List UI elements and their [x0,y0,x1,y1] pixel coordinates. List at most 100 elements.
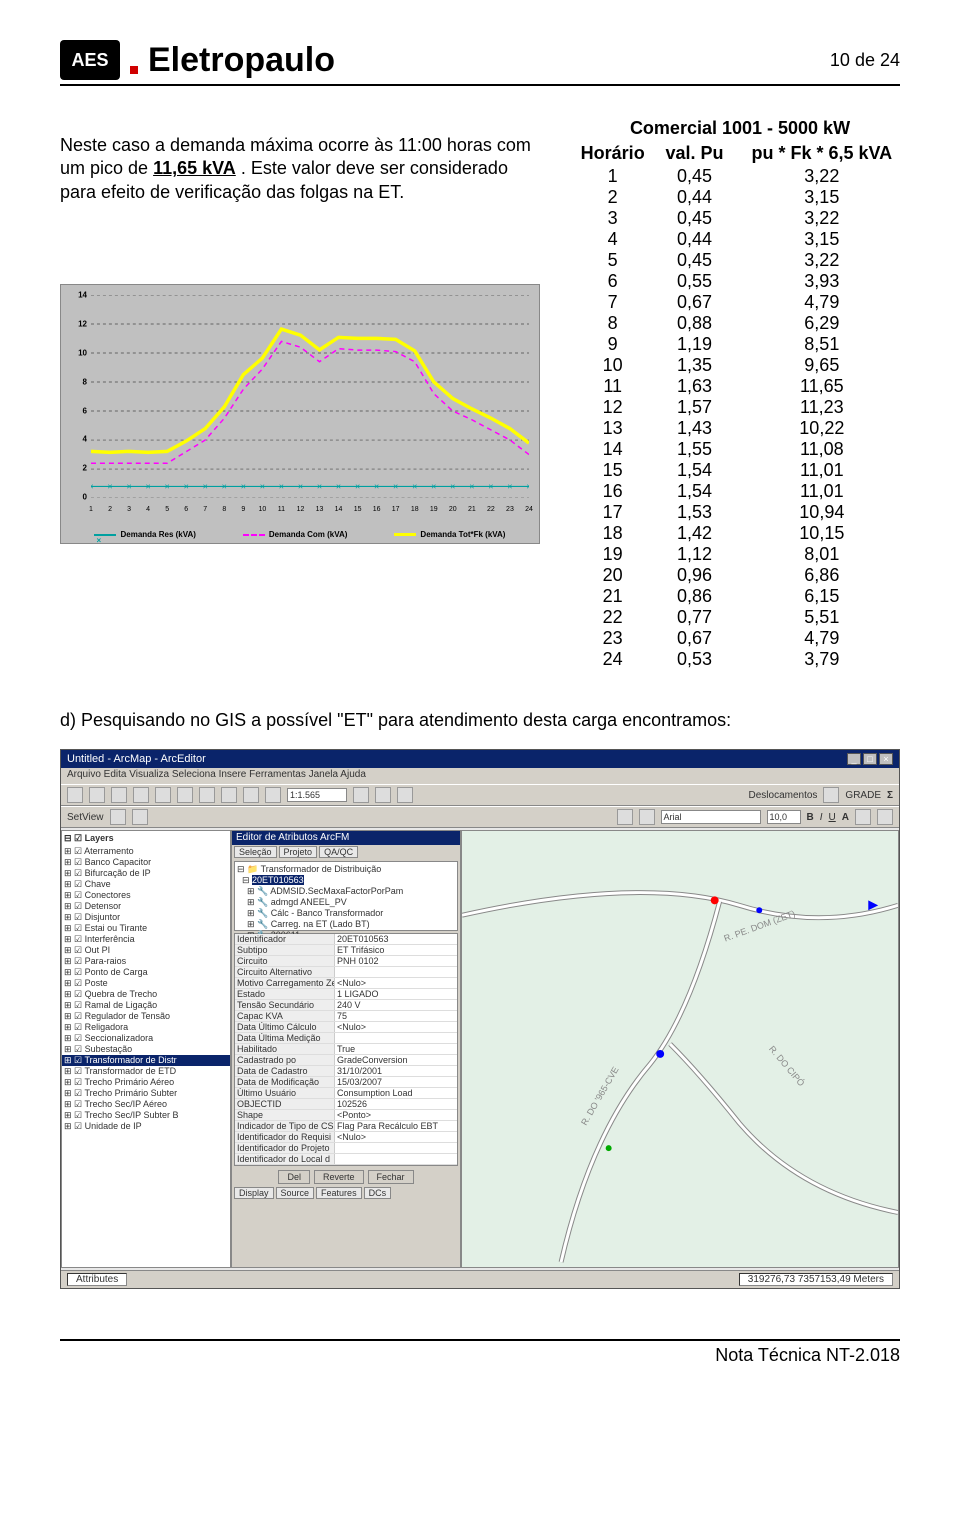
attr-value[interactable] [335,1033,457,1043]
attr-value[interactable]: 1 LIGADO [335,989,457,999]
layer-item[interactable]: ⊞ ☑ Interferência [62,934,230,945]
attr-value[interactable]: 15/03/2007 [335,1077,457,1087]
cut-icon[interactable] [155,787,171,803]
attr-value[interactable]: 240 V [335,1000,457,1010]
fill-color-icon[interactable] [855,809,871,825]
layer-item[interactable]: ⊞ ☑ Out PI [62,945,230,956]
attr-value[interactable]: ET Trifásico [335,945,457,955]
attr-row[interactable]: Identificador do Local d [235,1154,457,1165]
close-button[interactable]: × [879,753,893,765]
gis-toolbar-2[interactable]: SetView Arial 10,0 B I U A [61,806,899,828]
undo-icon[interactable] [221,787,237,803]
underline-icon[interactable]: U [829,812,836,823]
layer-item[interactable]: ⊞ ☑ Poste [62,978,230,989]
attr-row[interactable]: Cadastrado poGradeConversion [235,1055,457,1066]
layer-item[interactable]: ⊞ ☑ Ramal de Ligação [62,1000,230,1011]
attr-value[interactable]: 20ET010563 [335,934,457,944]
attr-tree-child[interactable]: ⊞ 🔧 admgd ANEEL_PV [237,897,455,908]
attr-value[interactable] [335,1143,457,1153]
attr-row[interactable]: Shape<Ponto> [235,1110,457,1121]
attr-bottom-tabs[interactable]: Display Source Features DCs [232,1186,460,1200]
layer-item[interactable]: ⊞ ☑ Banco Capacitor [62,857,230,868]
line-color-icon[interactable] [877,809,893,825]
attr-tree-child[interactable]: ⊞ 🔧 Cálc - Banco Transformador [237,908,455,919]
attr-value[interactable]: <Nulo> [335,978,457,988]
new-icon[interactable] [67,787,83,803]
layer-item[interactable]: ⊞ ☑ Bifurcação de IP [62,868,230,879]
attr-row[interactable]: Identificador20ET010563 [235,934,457,945]
font-select[interactable]: Arial [661,810,761,824]
layer-item[interactable]: ⊞ ☑ Chave [62,879,230,890]
status-left[interactable]: Attributes [67,1273,127,1286]
attr-value[interactable] [335,1154,457,1164]
draw-icon[interactable] [639,809,655,825]
tool-icon[interactable] [375,787,391,803]
attr-tab-selecao[interactable]: Seleção [234,846,277,858]
attr-tree-child[interactable]: ⊞ 🔧 Carreg. na ET (Lado BT) [237,919,455,930]
bottom-tab-display[interactable]: Display [234,1187,274,1199]
attr-row[interactable]: Motivo Carregamento Zer<Nulo> [235,978,457,989]
attr-row[interactable]: Identificador do Requisi<Nulo> [235,1132,457,1143]
bottom-tab-dcs[interactable]: DCs [364,1187,392,1199]
attr-revert-button[interactable]: Reverte [314,1170,364,1184]
bottom-tab-source[interactable]: Source [276,1187,315,1199]
camera-icon[interactable] [132,809,148,825]
bold-icon[interactable]: B [807,812,814,823]
attr-value[interactable] [335,967,457,977]
fontsize-input[interactable]: 10,0 [767,810,801,824]
attr-row[interactable]: Data Última Medição [235,1033,457,1044]
layer-item[interactable]: ⊞ ☑ Trecho Primário Aéreo [62,1077,230,1088]
pointer-icon[interactable] [617,809,633,825]
maximize-button[interactable]: □ [863,753,877,765]
attr-row[interactable]: Último UsuárioConsumption Load [235,1088,457,1099]
move-tool-icon[interactable] [823,787,839,803]
attr-value[interactable]: Consumption Load [335,1088,457,1098]
attr-tabs[interactable]: Seleção Projeto QA/QC [232,845,460,859]
attr-tab-qaqc[interactable]: QA/QC [319,846,358,858]
layers-panel[interactable]: ⊟ ☑ Layers ⊞ ☑ Aterramento⊞ ☑ Banco Capa… [61,830,231,1268]
layer-item[interactable]: ⊞ ☑ Detensor [62,901,230,912]
attr-value[interactable]: True [335,1044,457,1054]
layer-item[interactable]: ⊞ ☑ Para-raios [62,956,230,967]
attr-value[interactable]: <Nulo> [335,1022,457,1032]
layer-item[interactable]: ⊞ ☑ Transformador de Distr [62,1055,230,1066]
attr-row[interactable]: CircuitoPNH 0102 [235,956,457,967]
layer-item[interactable]: ⊞ ☑ Trecho Sec/IP Aéreo [62,1099,230,1110]
attr-row[interactable]: Indicador de Tipo de CSFlag Para Recálcu… [235,1121,457,1132]
layer-item[interactable]: ⊞ ☑ Quebra de Trecho [62,989,230,1000]
attr-value[interactable]: <Nulo> [335,1132,457,1142]
attr-close-button[interactable]: Fechar [368,1170,414,1184]
attr-row[interactable]: Data de Modificação15/03/2007 [235,1077,457,1088]
bottom-tab-features[interactable]: Features [316,1187,362,1199]
attr-value[interactable]: 102526 [335,1099,457,1109]
attr-row[interactable]: Data de Cadastro31/10/2001 [235,1066,457,1077]
attr-row[interactable]: Data Último Cálculo<Nulo> [235,1022,457,1033]
attr-row[interactable]: HabilitadoTrue [235,1044,457,1055]
attr-row[interactable]: Capac KVA75 [235,1011,457,1022]
font-color-icon[interactable]: A [842,812,849,823]
attr-value[interactable]: GradeConversion [335,1055,457,1065]
attr-row[interactable]: Identificador do Projeto [235,1143,457,1154]
attr-value[interactable]: PNH 0102 [335,956,457,966]
paste-icon[interactable] [199,787,215,803]
attr-value[interactable]: <Ponto> [335,1110,457,1120]
layer-item[interactable]: ⊞ ☑ Conectores [62,890,230,901]
gis-menubar[interactable]: Arquivo Edita Visualiza Seleciona Insere… [61,768,899,784]
layer-item[interactable]: ⊞ ☑ Subestação [62,1044,230,1055]
redo-icon[interactable] [243,787,259,803]
layer-item[interactable]: ⊞ ☑ Regulador de Tensão [62,1011,230,1022]
world-icon[interactable] [397,787,413,803]
layer-item[interactable]: ⊞ ☑ Ponto de Carga [62,967,230,978]
add-icon[interactable] [265,787,281,803]
map-canvas[interactable]: R. PE. DOM (ZET) R. DO '965-CVE R. DO CI… [461,830,899,1268]
attr-tree-child[interactable]: ⊞ 🔧 ADMSID.SecMaxaFactorPorPam [237,886,455,897]
attr-value[interactable]: 31/10/2001 [335,1066,457,1076]
attr-row[interactable]: Circuito Alternativo [235,967,457,978]
layer-item[interactable]: ⊞ ☑ Seccionalizadora [62,1033,230,1044]
print-icon[interactable] [133,787,149,803]
open-icon[interactable] [89,787,105,803]
save-icon[interactable] [111,787,127,803]
attr-row[interactable]: OBJECTID102526 [235,1099,457,1110]
zoom-icon[interactable] [353,787,369,803]
attr-tree[interactable]: ⊟ 📁 Transformador de Distribuição ⊟ 20ET… [234,861,458,931]
